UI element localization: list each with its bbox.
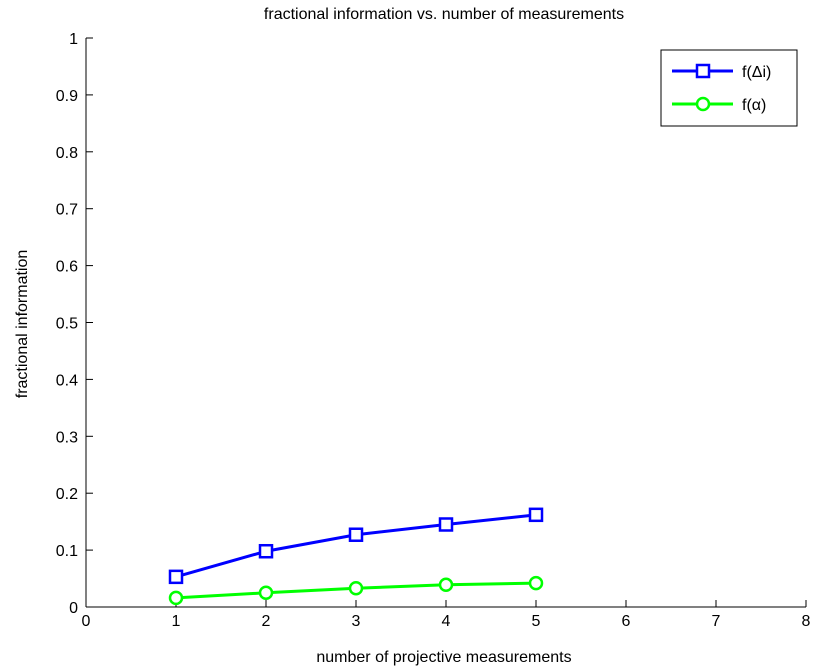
x-tick-label: 2 — [262, 613, 271, 630]
y-tick-label: 0.6 — [56, 259, 78, 276]
y-tick-label: 0 — [69, 600, 78, 617]
y-axis: 0 0.1 0.2 0.3 0.4 0.5 0.6 0.7 0.8 0.9 1 — [56, 31, 93, 617]
series-1-point — [168, 590, 184, 606]
x-axis-label: number of projective measurements — [316, 649, 571, 666]
legend-box — [660, 49, 798, 127]
y-tick-label: 0.1 — [56, 543, 78, 560]
x-tick-label: 3 — [352, 613, 361, 630]
y-tick-label: 0.4 — [56, 372, 78, 389]
legend-label: f(α) — [742, 97, 766, 114]
x-tick-label: 7 — [712, 613, 721, 630]
x-tick-label: 0 — [82, 613, 91, 630]
y-tick-label: 0.3 — [56, 429, 78, 446]
series-layer — [168, 507, 544, 606]
legend: f(Δi) f(α) — [660, 49, 798, 127]
series-1-point — [438, 577, 454, 593]
series-0-point — [168, 569, 184, 585]
series-1-point — [258, 585, 274, 601]
x-tick-label: 1 — [172, 613, 181, 630]
x-axis: 0 1 2 3 4 5 6 7 8 — [82, 600, 811, 630]
legend-swatch-marker — [695, 63, 711, 79]
x-tick-label: 6 — [622, 613, 631, 630]
chart-title: fractional information vs. number of mea… — [264, 6, 624, 23]
y-tick-label: 0.8 — [56, 145, 78, 162]
y-tick-label: 0.2 — [56, 486, 78, 503]
y-tick-label: 1 — [69, 31, 78, 48]
x-tick-label: 4 — [442, 613, 451, 630]
series-1-point — [348, 580, 364, 596]
y-tick-label: 0.5 — [56, 316, 78, 333]
series-0-point — [348, 527, 364, 542]
series-0-point — [258, 543, 274, 559]
series-0-point — [438, 517, 454, 532]
series-1-point — [528, 575, 544, 591]
y-tick-label: 0.9 — [56, 88, 78, 105]
x-tick-label: 8 — [802, 613, 811, 630]
series-0-point — [528, 507, 544, 523]
y-axis-label: fractional information — [14, 250, 31, 399]
x-tick-label: 5 — [532, 613, 541, 630]
legend-swatch-marker — [695, 96, 711, 112]
legend-label: f(Δi) — [742, 64, 771, 81]
y-tick-label: 0.7 — [56, 202, 78, 219]
